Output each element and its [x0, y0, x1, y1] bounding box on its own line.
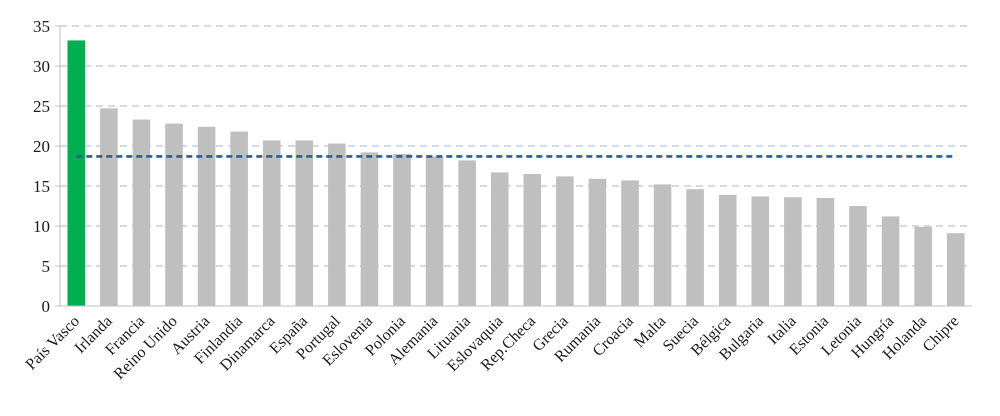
y-tick-label: 30: [33, 57, 50, 76]
bar: [100, 108, 118, 307]
axes: [55, 25, 972, 307]
bar: [360, 152, 379, 306]
bar: [653, 184, 672, 306]
bar: [816, 198, 835, 306]
bar: [621, 180, 639, 306]
bar: [458, 160, 476, 306]
bar: [262, 140, 281, 306]
bar: [784, 197, 802, 306]
y-tick-label: 15: [33, 177, 50, 196]
bar: [328, 143, 346, 306]
bar: [556, 176, 574, 306]
y-tick-label: 10: [33, 217, 50, 236]
bar: [197, 126, 216, 306]
bar: [230, 131, 248, 306]
bar: [393, 154, 411, 306]
bar: [914, 226, 932, 306]
bar: [849, 206, 867, 306]
gridlines: [60, 25, 972, 267]
y-tick-label: 20: [33, 137, 50, 156]
bar-highlight: [67, 40, 86, 307]
bar: [751, 196, 770, 306]
bar: [165, 123, 183, 306]
y-tick-label: 35: [33, 17, 50, 36]
bar: [425, 156, 444, 306]
bar: [523, 174, 542, 306]
y-tick-label: 25: [33, 97, 50, 116]
bar: [718, 194, 737, 306]
y-tick-label: 0: [42, 297, 51, 316]
bar: [490, 172, 509, 306]
bar: [686, 189, 704, 306]
y-tick-label: 5: [42, 257, 51, 276]
bars: [67, 40, 965, 307]
bar: [295, 140, 314, 306]
bar: [132, 119, 151, 306]
bar: [881, 216, 900, 306]
bar: [588, 178, 607, 306]
x-category-label: Chipre: [920, 313, 963, 356]
bar: [946, 233, 965, 306]
